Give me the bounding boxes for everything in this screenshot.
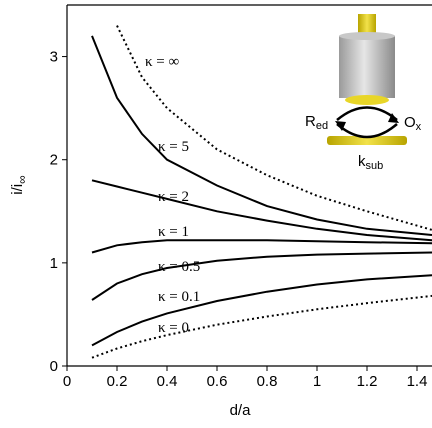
y-tick-label: 2 xyxy=(50,152,58,169)
series-line xyxy=(91,179,432,242)
y-tick-label: 3 xyxy=(50,49,58,66)
x-tick-label: 1.4 xyxy=(407,373,428,390)
x-tick-label: 1.2 xyxy=(357,373,378,390)
series-label: κ = 5 xyxy=(158,139,189,155)
x-tick-label: 0 xyxy=(63,373,71,390)
inset-label: Red xyxy=(305,113,328,132)
y-tick-label: 1 xyxy=(50,255,58,272)
x-axis-label: d/a xyxy=(230,402,252,419)
series-label: κ = 0.1 xyxy=(158,289,200,305)
series-line xyxy=(91,294,432,359)
series-line xyxy=(91,239,432,254)
series-label: κ = 0 xyxy=(158,320,189,336)
series-line xyxy=(91,251,432,301)
x-tick-label: 0.4 xyxy=(157,373,178,390)
inset-label: ksub xyxy=(358,153,383,172)
series-label: κ = 1 xyxy=(158,224,189,240)
series-label: κ = ∞ xyxy=(145,54,179,70)
x-tick-label: 0.6 xyxy=(207,373,228,390)
series-line xyxy=(91,35,432,236)
y-tick-label: 0 xyxy=(50,358,58,375)
x-tick-label: 1 xyxy=(313,373,321,390)
series-label: κ = 2 xyxy=(158,189,189,205)
inset-label: Ox xyxy=(404,114,422,133)
inset-diagram xyxy=(327,14,407,145)
series-label: κ = 0.5 xyxy=(158,259,200,275)
x-tick-label: 0.8 xyxy=(257,373,278,390)
y-axis-label: i/i∞ xyxy=(9,175,29,194)
series-line xyxy=(116,25,432,231)
x-tick-label: 0.2 xyxy=(107,373,128,390)
series-line xyxy=(91,274,432,347)
